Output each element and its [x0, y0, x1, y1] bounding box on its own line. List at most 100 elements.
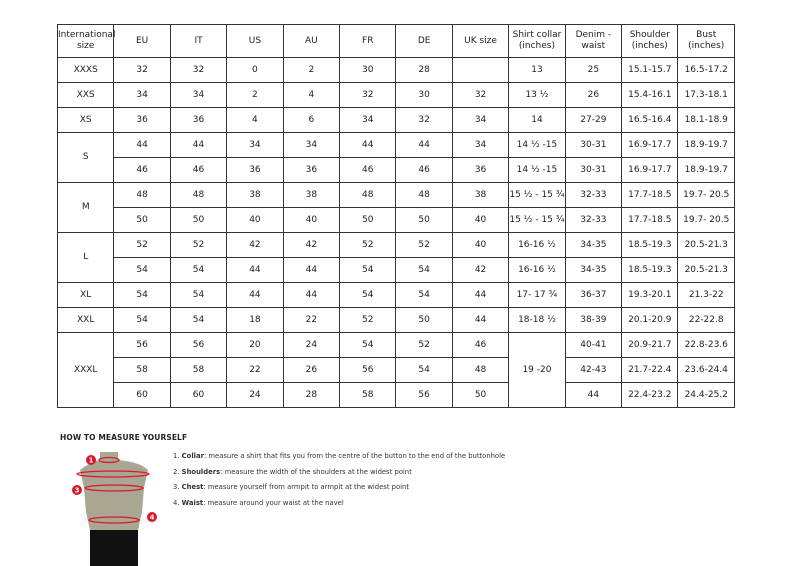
table-row: 60 60 24 28 58 56 50 44 22.4-23.2 24.4-25.2	[58, 382, 735, 408]
table-cell: 36	[226, 157, 284, 183]
table-cell: 22	[282, 307, 341, 333]
table-cell: 16.9-17.7	[621, 132, 679, 158]
column-header: International size	[56, 24, 115, 58]
table-cell: 4	[226, 107, 284, 133]
table-cell: 36	[282, 157, 341, 183]
table-cell: 54	[339, 257, 397, 283]
table-cell: 54	[339, 332, 397, 358]
table-cell: 44	[113, 132, 171, 158]
table-cell: 24	[282, 332, 341, 358]
column-header: DE	[395, 24, 453, 58]
table-cell: 44	[339, 132, 397, 158]
table-cell: 14 ½ -15	[508, 132, 566, 158]
table-cell: 14	[508, 107, 566, 133]
table-cell: 13 ½	[508, 82, 566, 108]
table-cell: 46	[451, 332, 510, 358]
table-cell: 32	[339, 82, 397, 108]
table-cell: 52	[339, 307, 397, 333]
table-cell: 4	[282, 82, 341, 108]
table-cell: 38	[226, 182, 284, 208]
table-cell: 52	[395, 232, 453, 258]
size-cell: XL	[56, 282, 115, 308]
table-cell: 26	[282, 357, 341, 383]
table-row: S 44 44 34 34 44 44 34 14 ½ -15 30-31 16.9-17.7 18.…	[56, 132, 735, 183]
table-cell: 48	[395, 182, 453, 208]
table-row: XS 36 36 4 6 34 32 34 14 27-29 16.5-16.4 18.1-18.9	[56, 107, 735, 133]
table-row: XXXS 32 32 0 2 30 28 13 25 15.1-15.7 16.5-17.2	[56, 57, 735, 83]
table-cell: 54	[395, 357, 453, 383]
table-cell: 48	[113, 182, 171, 208]
table-row: L 52 52 42 42 52 52 40 16-16 ½ 34-35 18.5-19.3 20.5…	[56, 232, 735, 283]
table-cell: 36	[451, 157, 510, 183]
size-cell: M	[56, 182, 115, 233]
table-cell: 48	[169, 182, 228, 208]
table-cell: 19.7- 20.5	[677, 207, 735, 233]
table-cell: 36	[169, 107, 228, 133]
table-cell: 44	[226, 282, 284, 308]
table-cell: 40	[226, 207, 284, 233]
table-cell	[451, 57, 510, 83]
table-cell: 56	[395, 382, 453, 408]
table-cell: 52	[395, 332, 453, 358]
size-cell: XXS	[56, 82, 115, 108]
table-cell: 15 ½ - 15 ¾	[508, 207, 566, 233]
table-cell: 58	[339, 382, 397, 408]
column-header: Shoulder (inches)	[621, 24, 679, 58]
table-cell: 42	[282, 232, 341, 258]
table-cell: 40	[282, 207, 341, 233]
table-cell: 48	[339, 182, 397, 208]
header-row: International size EU IT US AU FR DE UK size Shi…	[56, 24, 735, 58]
table-row: XXL 54 54 18 22 52 50 44 18-18 ½ 38-39 20.1-20.9 22…	[56, 307, 735, 333]
table-cell: 46	[169, 157, 228, 183]
table-cell: 54	[395, 257, 453, 283]
table-cell: 20.5-21.3	[677, 232, 735, 258]
table-cell: 15.4-16.1	[621, 82, 679, 108]
table-cell: 14 ½ -15	[508, 157, 566, 183]
table-cell: 17- 17 ¾	[508, 282, 566, 308]
table-cell: 22.4-23.2	[621, 382, 679, 408]
table-cell: 58	[169, 357, 228, 383]
table-cell: 50	[339, 207, 397, 233]
table-cell: 18	[226, 307, 284, 333]
column-header: AU	[282, 24, 341, 58]
table-cell: 32	[395, 107, 453, 133]
table-cell: 19 -20	[508, 332, 566, 408]
marker-3: 3	[75, 487, 80, 495]
table-cell: 19.7- 20.5	[677, 182, 735, 208]
table-cell: 60	[113, 382, 171, 408]
table-row: XXS 34 34 2 4 32 30 32 13 ½ 26 15.4-16.1 17.3-18.1	[56, 82, 735, 108]
table-row: M 48 48 38 38 48 48 38 15 ½ - 15 ¾ 32-33 17.7-18.5…	[56, 182, 735, 233]
table-cell: 21.3-22	[677, 282, 735, 308]
table-cell: 2	[282, 57, 341, 83]
table-cell: 25	[564, 57, 623, 83]
table-cell: 16-16 ½	[508, 257, 566, 283]
table-cell: 18-18 ½	[508, 307, 566, 333]
table-cell: 34-35	[564, 257, 623, 283]
marker-icons	[72, 455, 157, 522]
table-cell: 34	[451, 107, 510, 133]
table-cell: 16-16 ½	[508, 232, 566, 258]
marker-2: 2	[154, 471, 159, 479]
table-cell: 52	[339, 232, 397, 258]
table-cell: 40-41	[564, 332, 623, 358]
table-cell: 30-31	[564, 132, 623, 158]
table-cell: 56	[169, 332, 228, 358]
table-cell: 16.5-17.2	[677, 57, 735, 83]
table-cell: 52	[113, 232, 171, 258]
table-cell: 34	[451, 132, 510, 158]
table-cell: 13	[508, 57, 566, 83]
table-cell: 15 ½ - 15 ¾	[508, 182, 566, 208]
table-cell: 22-22.8	[677, 307, 735, 333]
table-cell: 40	[451, 232, 510, 258]
table-cell: 2	[226, 82, 284, 108]
step-shoulders: 2. Shoulders: measure the width of the s…	[173, 467, 412, 476]
table-cell: 18.9-19.7	[677, 157, 735, 183]
table-cell: 26	[564, 82, 623, 108]
step-chest: 3. Chest: measure yourself from armpit t…	[173, 483, 409, 491]
table-cell: 38	[282, 182, 341, 208]
table-cell: 32-33	[564, 207, 623, 233]
table-cell: 50	[113, 207, 171, 233]
table-cell: 17.3-18.1	[677, 82, 735, 108]
table-cell: 54	[113, 257, 171, 283]
table-cell: 22.8-23.6	[677, 332, 735, 358]
